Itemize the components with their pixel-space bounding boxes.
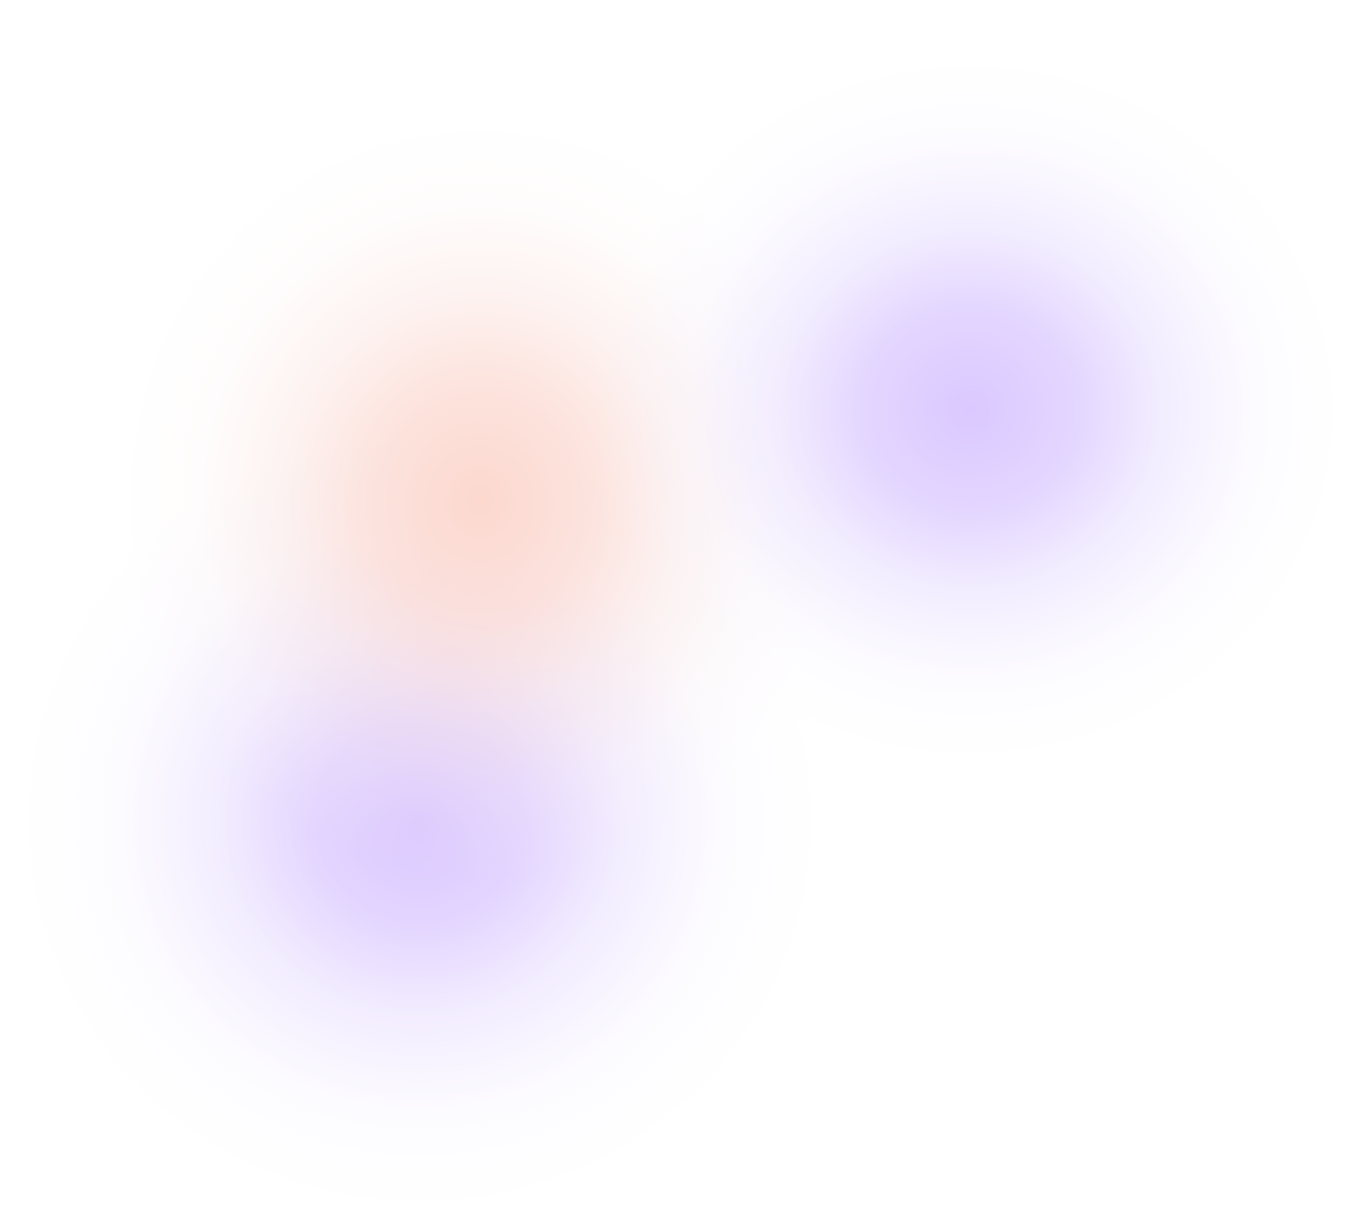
lavender-blob-right [600, 60, 1340, 760]
